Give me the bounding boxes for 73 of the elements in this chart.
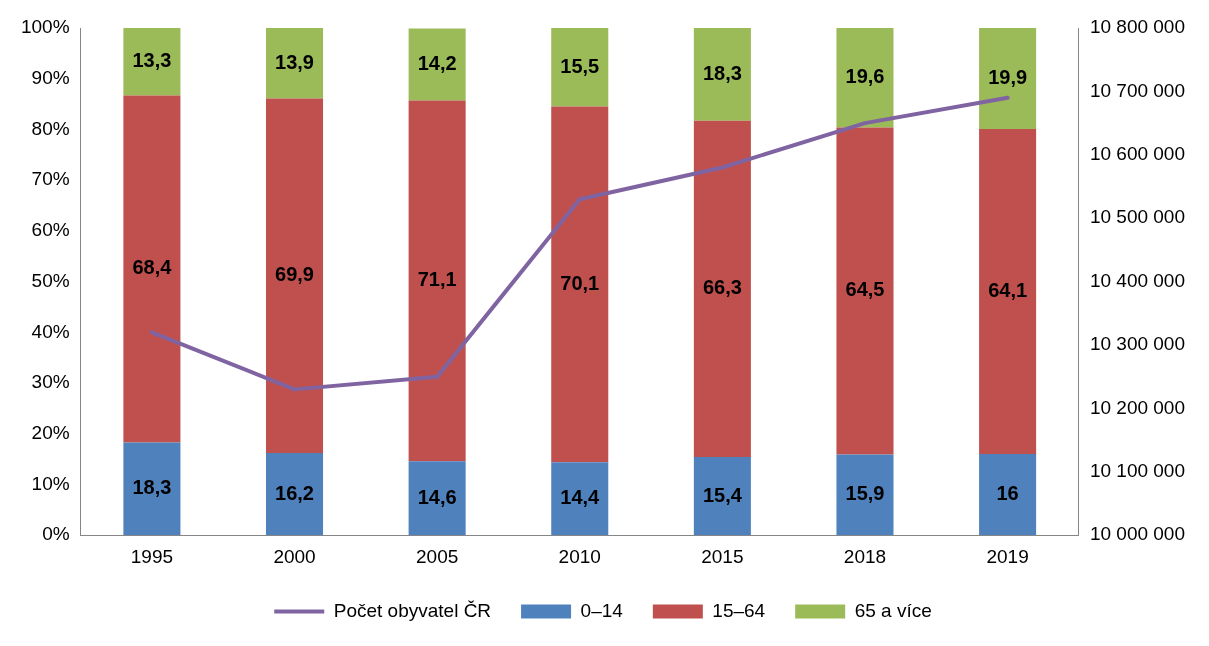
data-label: 66,3: [702, 276, 742, 299]
y2-tick-label: 10 700 000: [1089, 79, 1185, 101]
y-tick-label: 60%: [31, 219, 70, 241]
data-label: 16,2: [275, 481, 314, 504]
x-tick-label: 2010: [558, 545, 601, 567]
bar: [693, 457, 751, 536]
bar: [408, 100, 466, 462]
y2-tick-label: 10 200 000: [1089, 396, 1185, 418]
bar: [979, 128, 1037, 455]
data-label: 64,5: [845, 278, 885, 301]
x-tick-label: 2018: [843, 545, 887, 567]
data-label: 18,3: [132, 476, 172, 499]
y2-tick-label: 10 000 000: [1089, 523, 1185, 545]
data-label: 13,3: [132, 49, 172, 72]
data-label: 15,9: [845, 482, 885, 505]
data-label: 15,4: [702, 483, 743, 506]
bar: [123, 95, 181, 443]
data-label: 15,5: [560, 54, 600, 77]
data-label: 18,3: [702, 61, 742, 84]
x-tick-label: 2005: [415, 545, 459, 567]
data-label: 70,1: [560, 271, 600, 294]
data-label: 64,1: [988, 279, 1028, 302]
bar: [123, 442, 181, 536]
y-tick-label: 100%: [20, 16, 70, 38]
bar: [979, 454, 1037, 536]
legend-label: Počet obyvatel ČR: [333, 599, 492, 621]
data-label: 19,9: [988, 65, 1028, 88]
x-tick-label: 2015: [701, 545, 744, 567]
y-tick-label: 20%: [31, 421, 70, 443]
bar: [979, 28, 1037, 129]
legend-label: 65 a více: [854, 599, 932, 621]
y-tick-label: 30%: [31, 371, 70, 393]
y2-tick-label: 10 400 000: [1089, 269, 1185, 291]
bar: [551, 106, 609, 463]
y2-tick-label: 10 600 000: [1089, 143, 1185, 165]
y2-tick-label: 10 300 000: [1089, 333, 1185, 355]
y-tick-label: 80%: [31, 117, 70, 139]
x-tick-label: 2000: [273, 545, 316, 567]
y-tick-label: 40%: [31, 320, 70, 342]
x-tick-label: 2019: [986, 545, 1029, 567]
legend-label: 0–14: [580, 599, 624, 621]
bar: [836, 28, 894, 128]
data-label: 69,9: [275, 263, 314, 286]
data-label: 71,1: [417, 268, 457, 291]
y-tick-label: 0%: [42, 523, 70, 545]
data-label: 14,6: [417, 485, 457, 508]
bar: [551, 28, 609, 107]
data-label: 14,4: [560, 486, 601, 509]
y-tick-label: 70%: [31, 168, 70, 190]
bar: [266, 28, 324, 99]
bar: [836, 127, 894, 455]
bar: [123, 28, 181, 96]
data-label: 14,2: [417, 52, 457, 75]
data-label: 19,6: [845, 65, 885, 88]
data-label: 13,9: [275, 50, 314, 73]
data-label: 68,4: [132, 256, 173, 279]
y-tick-label: 10%: [31, 472, 70, 494]
y2-tick-label: 10 800 000: [1089, 16, 1185, 38]
bar: [408, 461, 466, 536]
y-tick-label: 50%: [31, 269, 70, 291]
y2-tick-label: 10 100 000: [1089, 460, 1185, 482]
bar: [693, 120, 751, 458]
y2-tick-label: 10 500 000: [1089, 206, 1185, 228]
bar: [551, 462, 609, 536]
bar: [408, 28, 466, 101]
data-label: 16: [996, 482, 1019, 505]
bar: [836, 454, 894, 536]
bar: [266, 453, 324, 536]
y-tick-label: 90%: [31, 66, 70, 88]
bar: [693, 28, 751, 121]
legend-label: 15–64: [712, 599, 766, 621]
x-tick-label: 1995: [130, 545, 174, 567]
bar: [266, 98, 324, 454]
